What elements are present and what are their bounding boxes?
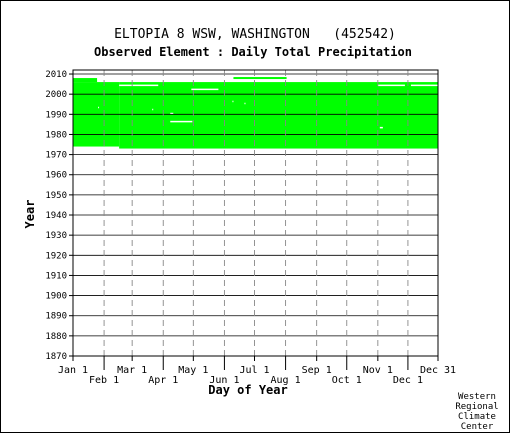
missing-gap (132, 84, 159, 87)
missing-gap (119, 84, 133, 87)
x-tick-label: Oct 1 (332, 375, 362, 386)
missing-gap (152, 108, 154, 111)
missing-gap (98, 106, 100, 109)
missing-gap (232, 100, 234, 103)
missing-gap (377, 84, 405, 87)
credit-line: Regional (455, 402, 498, 412)
missing-gap (191, 88, 219, 91)
y-tick-label: 1960 (45, 171, 67, 181)
wrcc-credit: Western Regional Climate Center (455, 392, 498, 432)
x-tick-label: Dec 31 (420, 365, 456, 376)
x-tick-label: May 1 (178, 365, 208, 376)
coverage-row (372, 83, 438, 86)
credit-line: Western (458, 392, 496, 402)
y-tick-label: 1990 (45, 110, 67, 120)
chart-subtitle: Observed Element : Daily Total Precipita… (94, 45, 412, 59)
y-tick-label: 1880 (45, 332, 67, 342)
missing-gap (410, 84, 438, 87)
chart-title: ELTOPIA 8 WSW, WASHINGTON (452542) (114, 27, 396, 42)
y-tick-label: 1890 (45, 312, 67, 322)
coverage-block (73, 84, 77, 89)
x-tick-label: Mar 1 (117, 365, 147, 376)
y-tick-label: 1930 (45, 231, 67, 241)
x-tick-label: Sep 1 (302, 365, 332, 376)
x-tick-label: Apr 1 (148, 375, 178, 386)
plot-area: 1870 1880 1890 1900 1910 1920 1930 1940 1950 1960… (45, 69, 456, 386)
x-tick-label: Nov 1 (363, 365, 393, 376)
plot-border (72, 69, 439, 357)
coverage-block (119, 82, 438, 149)
y-axis-label: Year (23, 200, 37, 229)
x-tick-label: Aug 1 (271, 375, 301, 386)
y-tick-label: 1910 (45, 271, 67, 281)
y-tick-label: 1970 (45, 151, 67, 161)
x-tick-label: Feb 1 (89, 375, 119, 386)
x-tick-label: Jan 1 (58, 365, 88, 376)
missing-gap (170, 112, 174, 115)
y-tick-label: 1870 (45, 352, 67, 362)
coverage-row (233, 77, 287, 80)
x-axis-label: Day of Year (208, 383, 287, 397)
coverage-block (73, 78, 98, 83)
credit-line: Climate (458, 412, 496, 422)
y-tick-label: 1940 (45, 211, 67, 221)
missing-gap (379, 126, 383, 129)
x-tick-label: Dec 1 (393, 375, 423, 386)
y-tick-label: 1900 (45, 292, 67, 302)
y-tick-label: 1920 (45, 251, 67, 261)
missing-gap (170, 120, 193, 123)
y-tick-label: 2010 (45, 70, 67, 80)
y-tick-label: 1980 (45, 130, 67, 140)
missing-gap (244, 102, 246, 105)
x-tick-label: Jun 1 (209, 375, 239, 386)
y-tick-label: 1950 (45, 191, 67, 201)
credit-line: Center (461, 422, 494, 432)
y-tick-label: 2000 (45, 90, 67, 100)
coverage-block (73, 88, 77, 93)
x-tick-label: Jul 1 (239, 365, 269, 376)
